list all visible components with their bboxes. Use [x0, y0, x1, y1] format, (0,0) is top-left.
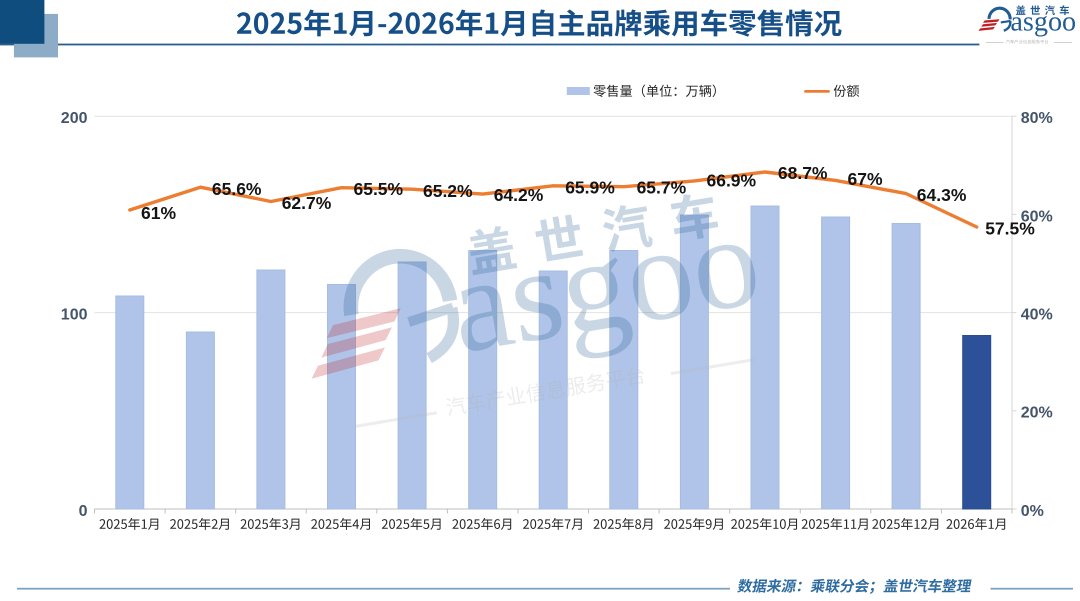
- svg-text:80%: 80%: [1021, 110, 1053, 127]
- svg-text:64.2%: 64.2%: [494, 185, 544, 205]
- svg-text:65.2%: 65.2%: [423, 181, 473, 201]
- svg-text:68.7%: 68.7%: [778, 163, 828, 183]
- svg-text:0%: 0%: [1021, 503, 1044, 520]
- svg-text:0: 0: [79, 503, 88, 520]
- svg-text:65.6%: 65.6%: [212, 179, 262, 199]
- svg-text:67%: 67%: [847, 169, 882, 189]
- svg-text:65.7%: 65.7%: [637, 177, 687, 197]
- svg-text:65.9%: 65.9%: [565, 177, 615, 197]
- svg-text:40%: 40%: [1021, 307, 1053, 324]
- svg-text:57.5%: 57.5%: [985, 218, 1035, 238]
- svg-text:60%: 60%: [1021, 208, 1053, 225]
- svg-text:64.3%: 64.3%: [917, 185, 967, 205]
- svg-text:20%: 20%: [1021, 405, 1053, 422]
- svg-text:65.5%: 65.5%: [353, 179, 403, 199]
- svg-text:61%: 61%: [141, 203, 176, 223]
- svg-text:66.9%: 66.9%: [706, 170, 756, 190]
- svg-text:200: 200: [61, 110, 88, 127]
- svg-text:62.7%: 62.7%: [282, 193, 332, 213]
- svg-text:100: 100: [61, 306, 88, 323]
